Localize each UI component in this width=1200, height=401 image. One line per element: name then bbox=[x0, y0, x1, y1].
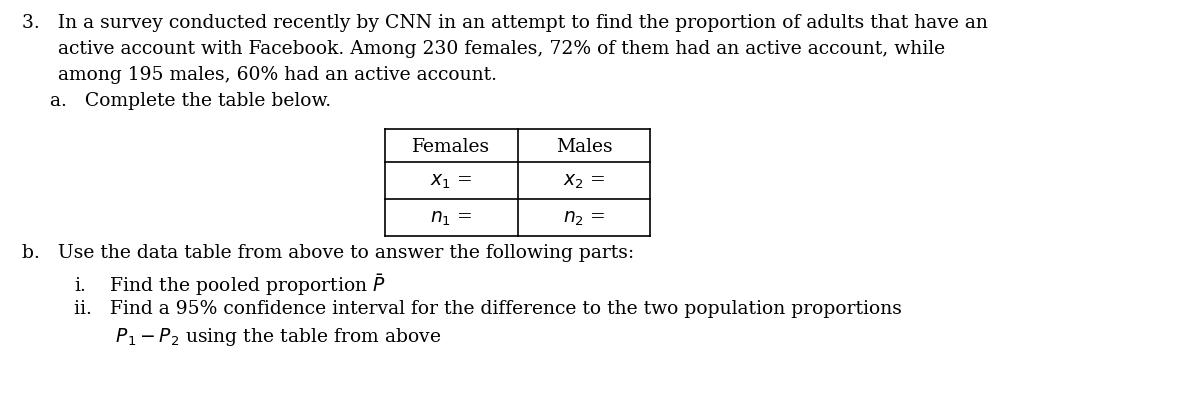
Text: i.    Find the pooled proportion $\bar{P}$: i. Find the pooled proportion $\bar{P}$ bbox=[74, 271, 385, 297]
Text: active account with Facebook. Among 230 females, 72% of them had an active accou: active account with Facebook. Among 230 … bbox=[22, 40, 946, 58]
Text: $P_1 - P_2$ using the table from above: $P_1 - P_2$ using the table from above bbox=[74, 325, 442, 347]
Text: $n_2$ =: $n_2$ = bbox=[563, 209, 605, 227]
Text: Females: Females bbox=[413, 137, 491, 155]
Text: $x_2$ =: $x_2$ = bbox=[563, 172, 605, 190]
Text: ii.   Find a 95% confidence interval for the difference to the two population pr: ii. Find a 95% confidence interval for t… bbox=[74, 299, 902, 317]
Text: Males: Males bbox=[556, 137, 612, 155]
Text: $x_1$ =: $x_1$ = bbox=[431, 172, 473, 190]
Text: b.   Use the data table from above to answer the following parts:: b. Use the data table from above to answ… bbox=[22, 243, 634, 261]
Text: $n_1$ =: $n_1$ = bbox=[431, 209, 473, 227]
Text: 3.   In a survey conducted recently by CNN in an attempt to find the proportion : 3. In a survey conducted recently by CNN… bbox=[22, 14, 988, 32]
Text: a.   Complete the table below.: a. Complete the table below. bbox=[50, 92, 331, 110]
Text: among 195 males, 60% had an active account.: among 195 males, 60% had an active accou… bbox=[22, 66, 497, 84]
